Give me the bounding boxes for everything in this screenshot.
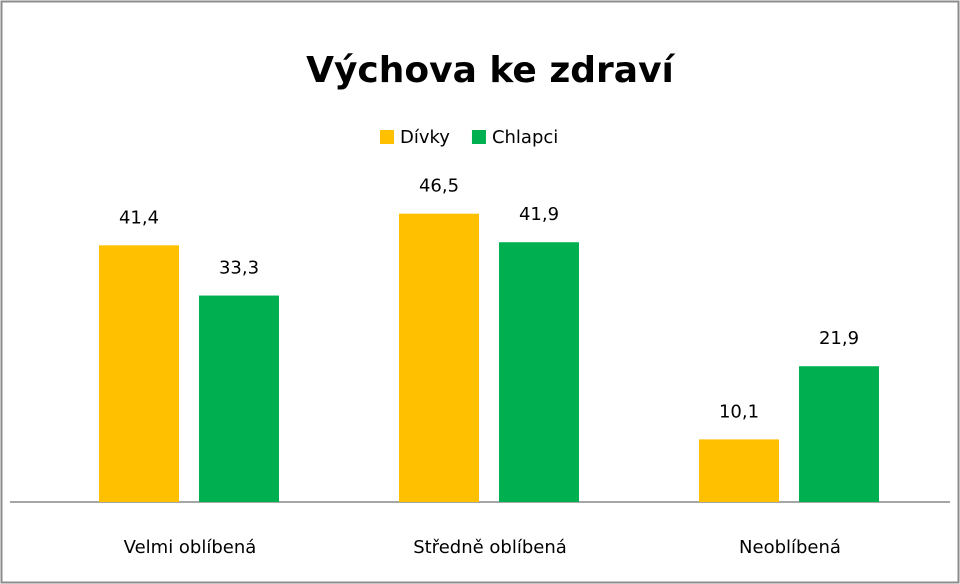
value-label: 41,4: [119, 207, 159, 228]
bar: [99, 245, 179, 502]
value-label: 41,9: [519, 204, 559, 225]
chart-title: Výchova ke zdraví: [306, 50, 675, 91]
value-label: 33,3: [219, 258, 259, 279]
bar: [199, 295, 279, 502]
bar: [699, 439, 779, 502]
legend-label: Chlapci: [492, 127, 558, 148]
x-tick-label: Středně oblíbená: [413, 537, 567, 558]
x-tick-label: Velmi oblíbená: [124, 537, 257, 558]
legend-swatch: [380, 130, 394, 144]
x-tick-label: Neoblíbená: [739, 537, 841, 558]
value-label: 21,9: [819, 328, 859, 349]
bar: [499, 242, 579, 502]
legend-swatch: [471, 130, 486, 144]
value-label: 10,1: [719, 401, 759, 422]
value-label: 46,5: [419, 176, 459, 197]
bar: [799, 366, 879, 502]
legend-label: Dívky: [400, 127, 450, 148]
bar: [399, 213, 479, 502]
